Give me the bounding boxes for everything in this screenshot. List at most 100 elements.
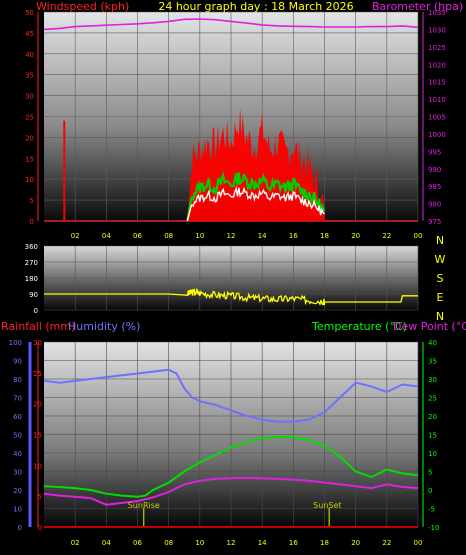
barometer-tick-label: 980 (428, 201, 441, 209)
rain-tick-label: 5 (38, 493, 42, 501)
compass-label: W (435, 253, 446, 266)
hour-tick-label: 20 (351, 232, 360, 240)
hour-tick-label: 22 (382, 539, 391, 547)
temp-humidity-series (43, 368, 419, 528)
barometer-tick-label: 1020 (428, 61, 446, 69)
wind-baro-x-axis: 02 04 06 08 10 12 14 16 18 20 22 00 (71, 232, 423, 240)
humidity-tick-label: 30 (13, 469, 22, 477)
temperature-tick-label: 5 (428, 469, 432, 477)
hour-tick-label: 14 (258, 232, 267, 240)
wind-direction-line (44, 287, 418, 306)
barometer-tick-label: 1000 (428, 131, 446, 139)
humidity-tick-label: 100 (9, 339, 22, 347)
direction-tick-label: 90 (29, 291, 38, 299)
chart-title: 24 hour graph day : 18 March 2026 (158, 0, 353, 13)
windspeed-tick-label: 20 (25, 134, 34, 142)
wind-baro-grid (44, 11, 419, 222)
hour-tick-label: 12 (227, 539, 236, 547)
rain-tick-label: 0 (38, 524, 42, 532)
temp-humidity-grid (44, 341, 419, 528)
direction-tick-label: 360 (25, 243, 38, 251)
hour-tick-label: 00 (414, 232, 423, 240)
barometer-tick-label: 1035 (428, 9, 446, 17)
barometer-tick-label: 1005 (428, 114, 446, 122)
barometer-axis: 975 980 985 990 995 1000 1005 1010 1015 1020 1025 1… (422, 9, 446, 226)
barometer-tick-label: 1025 (428, 44, 446, 52)
hour-tick-label: 04 (102, 232, 111, 240)
hour-tick-label: 18 (320, 539, 329, 547)
humidity-tick-label: 10 (13, 506, 22, 514)
hour-tick-label: 06 (133, 539, 142, 547)
temp-humidity-x-axis: 02 04 06 08 10 12 14 16 18 20 22 00 (71, 539, 423, 547)
temperature-tick-label: 15 (428, 432, 437, 440)
temperature-tick-label: -10 (428, 524, 439, 532)
barometer-axis-label: Barometer (hpa) (372, 0, 463, 13)
temperature-tick-label: 0 (428, 487, 432, 495)
humidity-tick-label: 40 (13, 450, 22, 458)
windspeed-tick-label: 40 (25, 51, 34, 59)
rain-tick-label: 25 (33, 370, 42, 378)
humidity-tick-label: 20 (13, 487, 22, 495)
windspeed-tick-label: 5 (30, 197, 34, 205)
barometer-tick-label: 995 (428, 148, 441, 156)
windspeed-axis-label: Windspeed (kph) (36, 0, 129, 13)
sun-annotations: SunRise SunSet (128, 501, 342, 526)
rain-axis: 0 5 10 15 20 25 30 (33, 339, 42, 532)
sun-marker-label: SunRise (128, 501, 160, 510)
compass-label: E (437, 291, 444, 304)
rain-tick-label: 15 (33, 432, 42, 440)
hour-tick-label: 16 (289, 232, 298, 240)
humidity-tick-label: 70 (13, 395, 22, 403)
temperature-tick-label: 40 (428, 339, 437, 347)
hour-tick-label: 10 (195, 539, 204, 547)
direction-tick-label: 180 (25, 275, 38, 283)
temperature-tick-label: 35 (428, 358, 437, 366)
hour-tick-label: 02 (71, 232, 80, 240)
barometer-tick-label: 1015 (428, 79, 446, 87)
windspeed-tick-label: 35 (25, 72, 34, 80)
compass-label: N (436, 234, 444, 247)
humidity-tick-label: 80 (13, 376, 22, 384)
humidity-tick-label: 50 (13, 432, 22, 440)
dewpoint-axis-label: Dew Point (°C) (393, 320, 466, 333)
barometer-tick-label: 1030 (428, 26, 446, 34)
windspeed-tick-label: 10 (25, 176, 34, 184)
hour-tick-label: 08 (164, 232, 173, 240)
hour-tick-label: 12 (227, 232, 236, 240)
temperature-tick-label: 25 (428, 395, 437, 403)
temperature-tick-label: 30 (428, 376, 437, 384)
sun-marker-label: SunSet (313, 501, 341, 510)
barometer-tick-label: 1010 (428, 96, 446, 104)
windspeed-average-line (186, 171, 326, 222)
humidity-axis-label: Humidity (%) (68, 320, 140, 333)
humidity-tick-label: 60 (13, 413, 22, 421)
wind-direction-series (44, 287, 418, 306)
compass-label: N (436, 310, 444, 323)
rain-tick-label: 30 (33, 339, 42, 347)
compass-label: S (437, 272, 444, 285)
hour-tick-label: 06 (133, 232, 142, 240)
windspeed-axis: 0 5 10 15 20 25 30 35 40 45 50 (25, 9, 39, 226)
barometer-tick-label: 975 (428, 218, 441, 226)
windspeed-tick-label: 30 (25, 93, 34, 101)
temperature-tick-label: -5 (428, 506, 435, 514)
temperature-tick-label: 10 (428, 450, 437, 458)
temperature-line (43, 436, 419, 498)
direction-tick-label: 270 (25, 259, 38, 267)
hour-tick-label: 20 (351, 539, 360, 547)
direction-degree-axis: 0 90 180 270 360 (25, 243, 38, 315)
windspeed-tick-label: 50 (25, 9, 34, 17)
rain-tick-label: 20 (33, 401, 42, 409)
windspeed-line (186, 185, 326, 222)
rainfall-axis-label: Rainfall (mm) (1, 320, 75, 333)
humidity-axis: 0 10 20 30 40 50 60 70 80 90 100 (9, 339, 22, 532)
humidity-tick-label: 90 (13, 358, 22, 366)
humidity-tick-label: 0 (18, 524, 22, 532)
temperature-axis-label: Temperature (°C) (311, 320, 407, 333)
humidity-line (43, 368, 419, 423)
hour-tick-label: 10 (195, 232, 204, 240)
